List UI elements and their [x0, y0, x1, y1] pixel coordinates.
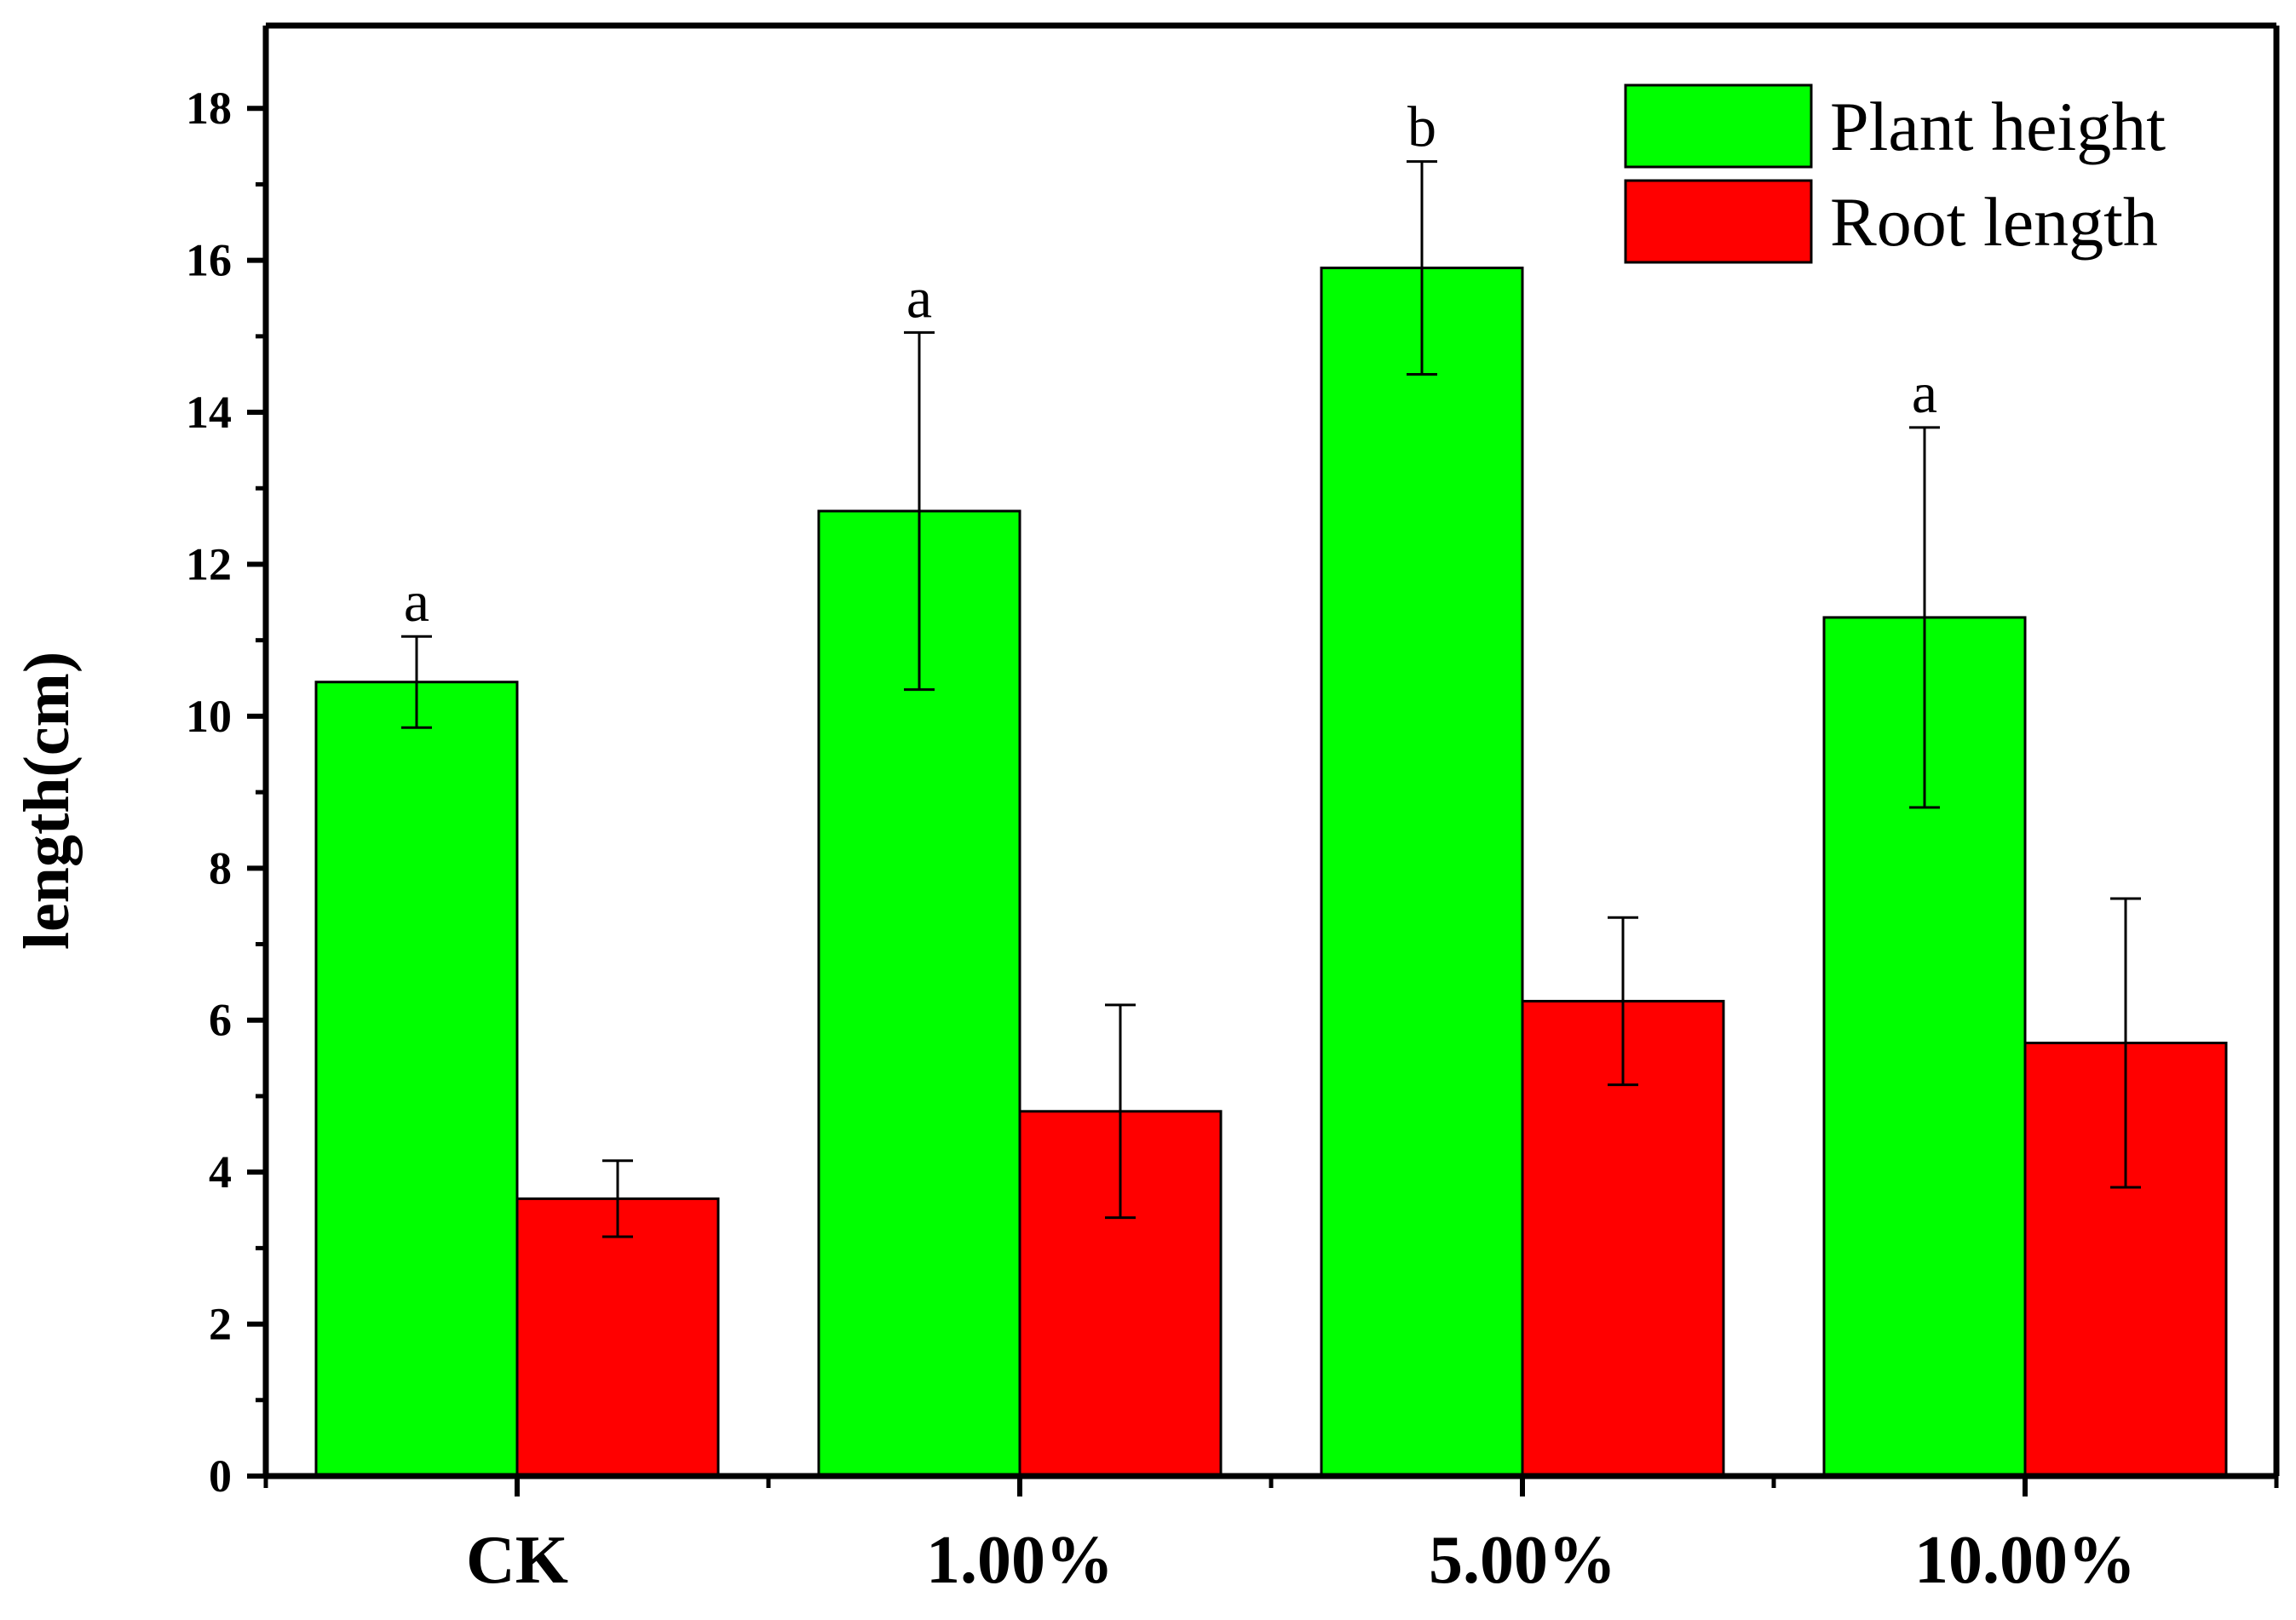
y-tick-label: 10 — [186, 691, 232, 742]
legend: Plant height Root length — [1624, 83, 2166, 264]
x-tick-label: 10.00% — [1914, 1523, 2136, 1598]
x-tick-label: 5.00% — [1429, 1523, 1616, 1598]
bar-plant-height-3 — [1320, 267, 1524, 1478]
annotations-layer: a a b a — [404, 95, 1937, 635]
significance-label: a — [1912, 360, 1937, 425]
x-tick-label: 1.00% — [926, 1523, 1113, 1598]
bar-plant-height-1 — [314, 681, 519, 1478]
legend-swatch-root-length — [1624, 179, 1813, 264]
y-tick-label: 18 — [186, 83, 232, 134]
bar-root-length-1 — [515, 1197, 720, 1478]
x-tick-label: CK — [466, 1523, 568, 1598]
error-bars-layer — [401, 160, 2141, 1238]
significance-label: a — [906, 265, 932, 330]
y-axis-label: length(cm) — [11, 652, 83, 950]
significance-label: a — [404, 569, 429, 634]
legend-label: Root length — [1830, 183, 2158, 261]
y-tick-label: 12 — [186, 538, 232, 589]
y-tick-label: 14 — [186, 387, 232, 438]
y-tick-label: 4 — [209, 1146, 232, 1198]
y-tick-label: 6 — [209, 995, 232, 1046]
axes-layer: 0 2 4 6 8 10 12 14 16 18 CK 1.00% 5.00% 10.00% — [186, 22, 2280, 1598]
y-tick-label: 8 — [209, 842, 232, 893]
legend-swatch-plant-height — [1624, 83, 1813, 169]
significance-label: b — [1407, 95, 1436, 159]
y-tick-label: 16 — [186, 235, 232, 286]
y-tick-label: 2 — [209, 1299, 232, 1350]
legend-label: Plant height — [1830, 88, 2166, 165]
y-tick-label: 0 — [209, 1451, 232, 1502]
